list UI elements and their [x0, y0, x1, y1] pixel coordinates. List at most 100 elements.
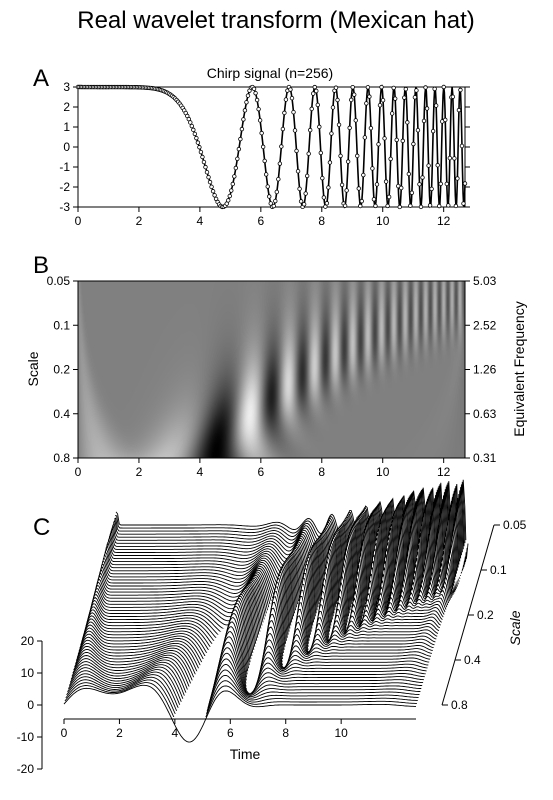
panel-a: A Chirp signal (n=256) 0 2 4 6 8 10 123210-1-2… — [33, 65, 470, 228]
chirp-sample-point — [374, 182, 380, 187]
panel-b-scale-tick-label: 0.2 — [53, 363, 70, 377]
chirp-sample-point — [411, 141, 416, 147]
waterfall-trace-fill — [115, 481, 468, 576]
chirp-sample-point — [311, 91, 316, 96]
chirp-sample-point — [210, 189, 216, 194]
chirp-sample-point — [336, 122, 342, 128]
chirp-sample-point — [257, 118, 263, 123]
chirp-sample-point — [254, 97, 260, 103]
chirp-sample-point — [383, 179, 389, 184]
chirp-sample-point — [362, 135, 368, 140]
chirp-sample-point — [206, 175, 211, 180]
chirp-sample-point — [400, 138, 405, 144]
chirp-sample-point — [414, 88, 419, 93]
panel-c-scale-tick-label: 0.8 — [451, 698, 468, 712]
panel-b-ylabel: Scale — [25, 351, 41, 386]
chirp-sample-point — [424, 106, 430, 111]
chirp-sample-point — [364, 101, 369, 106]
chirp-sample-point — [379, 84, 384, 90]
chirp-sample-point — [292, 128, 298, 133]
chirp-sample-point — [427, 203, 433, 208]
chirp-sample-point — [456, 107, 462, 113]
waterfall-trace — [69, 652, 423, 727]
chirp-sample-point — [263, 172, 269, 177]
chirp-sample-point — [273, 198, 278, 204]
chirp-sample-point — [394, 137, 399, 143]
chirp-sample-point — [347, 125, 352, 131]
chirp-sample-point — [358, 203, 363, 209]
waterfall-trace — [68, 658, 422, 729]
panel-c-scale-label: Scale — [507, 610, 523, 645]
panel-b-scale-tick-label: 0.4 — [53, 407, 70, 421]
chirp-sample-point — [356, 186, 361, 191]
chirp-sample-point — [304, 173, 310, 179]
chirp-sample-point — [236, 146, 242, 152]
chirp-sample-point — [204, 169, 210, 175]
chirp-sample-point — [365, 85, 371, 90]
chirp-sample-point — [461, 201, 466, 206]
chirp-sample-point — [329, 131, 334, 136]
panel-a-xtick-label: 6 — [257, 214, 264, 228]
chirp-sample-point — [353, 118, 358, 123]
panel-b-ylabel-right: Equivalent Frequency — [511, 301, 527, 436]
chirp-sample-point — [262, 158, 267, 164]
chirp-sample-point — [382, 136, 387, 141]
chirp-sample-point — [279, 144, 284, 149]
panel-a-title: Chirp signal (n=256) — [207, 65, 333, 81]
chirp-sample-point — [433, 103, 439, 108]
chirp-sample-point — [432, 86, 437, 92]
chirp-sample-point — [323, 204, 328, 209]
panel-b-xtick-label: 4 — [197, 465, 204, 479]
waterfall-trace-fill — [71, 647, 424, 723]
chirp-sample-point — [303, 191, 308, 196]
chirp-sample-point — [350, 84, 355, 90]
chirp-sample-point — [280, 126, 286, 132]
chirp-sample-point — [277, 161, 283, 166]
chirp-sample-point — [194, 135, 199, 141]
panel-b-letter: B — [33, 252, 49, 279]
chirp-sample-point — [308, 127, 313, 133]
chirp-sample-point — [327, 160, 333, 165]
panel-a-xtick-label: 2 — [136, 214, 143, 228]
chirp-sample-point — [242, 108, 248, 113]
panel-c-scale-tick-label: 0.4 — [464, 653, 481, 667]
chirp-sample-point — [260, 144, 266, 150]
panel-a-xtick-label: 0 — [75, 214, 82, 228]
chirp-sample-point — [306, 151, 311, 156]
panel-b-xtick-label: 0 — [75, 465, 82, 479]
figure-title: Real wavelet transform (Mexican hat) — [77, 7, 474, 34]
chirp-sample-point — [201, 159, 207, 165]
panel-a-xtick-label: 12 — [437, 214, 451, 228]
chirp-sample-point — [361, 172, 366, 178]
chirp-sample-point — [188, 120, 193, 125]
chirp-sample-point — [241, 117, 246, 122]
chirp-sample-point — [321, 195, 327, 200]
chirp-sample-point — [200, 154, 205, 160]
chirp-sample-point — [438, 181, 443, 187]
panel-a-xtick-label: 10 — [376, 214, 390, 228]
panel-c-amplitude-tick-label: 10 — [21, 666, 35, 680]
chirp-sample-point — [227, 193, 232, 199]
panel-b-scale-tick-label: 0.05 — [47, 274, 71, 288]
chirp-sample-point — [288, 87, 293, 92]
chirp-sample-point — [452, 156, 457, 161]
chirp-sample-point — [315, 102, 320, 108]
chirp-sample-point — [245, 93, 251, 98]
chirp-sample-point — [232, 174, 237, 179]
panel-c-time-tick-label: 6 — [227, 726, 234, 740]
chirp-sample-point — [444, 181, 449, 187]
chirp-sample-point — [330, 105, 336, 110]
chirp-sample-point — [430, 128, 436, 134]
chirp-sample-point — [458, 87, 463, 93]
chirp-sample-point — [367, 94, 372, 99]
chirp-sample-point — [229, 188, 234, 193]
panel-c-amplitude-tick-label: -10 — [17, 730, 35, 744]
chirp-sample-point — [238, 136, 243, 142]
chirp-sample-point — [441, 84, 446, 90]
panel-c-xlabel: Time — [230, 746, 261, 762]
panel-a-xtick-label: 8 — [318, 214, 325, 228]
chirp-sample-point — [423, 85, 428, 90]
chirp-sample-point — [371, 197, 377, 202]
chirp-sample-point — [294, 148, 299, 154]
